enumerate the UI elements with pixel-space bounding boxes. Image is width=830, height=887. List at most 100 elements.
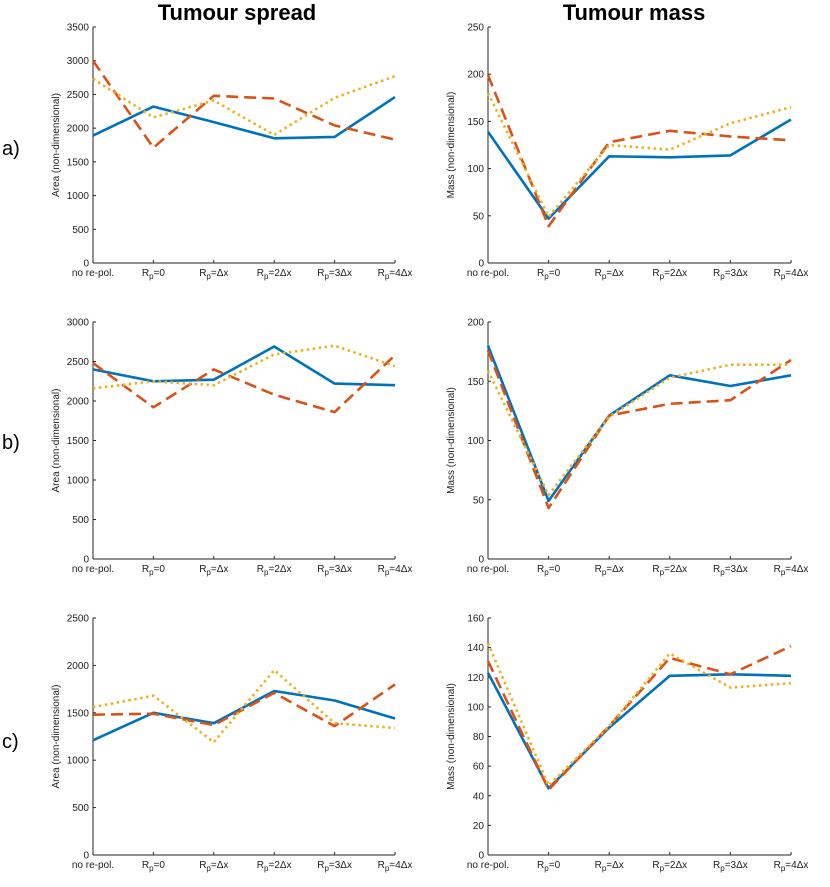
chart-a-mass-xtick-label: Rp=2Δx — [652, 268, 687, 281]
chart-b-spread-ytick-label: 3000 — [67, 318, 90, 329]
chart-b-spread-xtick-label: Rp=0 — [142, 564, 166, 577]
chart-c-mass-xtick-label: Rp=4Δx — [774, 860, 809, 873]
chart-c-mass-ytick-label: 0 — [478, 851, 484, 862]
chart-c-mass-xtick-label: Rp=0 — [537, 860, 561, 873]
chart-b-mass-ylabel: Mass (non-dimensional) — [446, 387, 457, 494]
chart-c-mass-xtick-label: Rp=Δx — [595, 860, 624, 873]
column-title-spread: Tumour spread — [157, 0, 317, 25]
column-title-mass: Tumour mass — [562, 0, 706, 25]
chart-c-mass-xtick-label: no re-pol. — [467, 860, 509, 871]
row-label-a: a) — [2, 138, 20, 160]
chart-a-spread-xtick-label: Rp=4Δx — [378, 268, 413, 281]
chart-b-spread-xtick-label: Rp=2Δx — [257, 564, 292, 577]
chart-a-spread-xtick-label: Rp=0 — [142, 268, 166, 281]
chart-a-spread-xtick-label: no re-pol. — [72, 268, 114, 279]
chart-a-mass-series-3-line — [486, 92, 792, 218]
chart-a-mass-xtick-label: Rp=4Δx — [774, 268, 809, 281]
chart-a-mass-xtick-label: no re-pol. — [467, 268, 509, 279]
chart-a-spread-series-1-line — [92, 96, 396, 140]
chart-b-spread-series-1-line — [92, 345, 396, 387]
chart-a-spread-ylabel: Area (non-dimensional) — [51, 93, 62, 197]
chart-c-mass-ytick-label: 40 — [473, 791, 485, 802]
chart-b-spread-xtick-label: Rp=4Δx — [378, 564, 413, 577]
chart-c-spread-ylabel: Area (non-dimensional) — [51, 685, 62, 789]
chart-a-spread-series-3-line — [92, 74, 396, 137]
chart-c-spread-ytick-label: 0 — [83, 851, 89, 862]
chart-a-spread-ytick-label: 500 — [72, 225, 89, 236]
chart-b-spread-ytick-label: 0 — [83, 555, 89, 566]
chart-b-spread-ylabel: Area (non-dimensional) — [51, 389, 62, 493]
chart-c-mass-ytick-label: 80 — [473, 732, 485, 743]
chart-a-mass-xtick-label: Rp=0 — [537, 268, 561, 281]
chart-c-spread-series-2-line — [92, 683, 396, 728]
chart-a-mass-ytick-label: 150 — [467, 117, 484, 128]
chart-a-spread-ytick-label: 0 — [83, 259, 89, 270]
chart-c-mass-ytick-label: 20 — [473, 821, 485, 832]
chart-c-spread-ytick-label: 2500 — [67, 614, 90, 625]
chart-a-spread-xtick-label: Rp=2Δx — [257, 268, 292, 281]
chart-b-mass-series-2-line — [486, 349, 792, 510]
chart-c-mass-ytick-label: 60 — [473, 762, 485, 773]
chart-c-spread-xtick-label: no re-pol. — [72, 860, 114, 871]
chart-b-mass-ytick-label: 50 — [473, 495, 485, 506]
chart-a-spread-ytick-label: 1500 — [67, 157, 90, 168]
chart-b-spread-xtick-label: no re-pol. — [72, 564, 114, 575]
chart-b-mass-ytick-label: 150 — [467, 377, 484, 388]
chart-a-mass-ytick-label: 250 — [467, 23, 484, 34]
chart-c-spread-xtick-label: Rp=Δx — [199, 860, 228, 873]
chart-a-mass-ytick-label: 200 — [467, 70, 484, 81]
chart-c-mass-series-2-line — [486, 644, 792, 792]
chart-c-spread-xtick-label: Rp=4Δx — [378, 860, 413, 873]
chart-a-spread-ytick-label: 2000 — [67, 124, 90, 135]
chart-b-spread-ytick-label: 500 — [72, 515, 89, 526]
chart-b-spread-xtick-label: Rp=Δx — [199, 564, 228, 577]
chart-b-mass-xtick-label: Rp=4Δx — [774, 564, 809, 577]
chart-b-mass-ytick-label: 100 — [467, 436, 484, 447]
chart-a-mass-ylabel: Mass (non-dimensional) — [446, 92, 457, 199]
chart-b-spread-ytick-label: 2000 — [67, 397, 90, 408]
chart-b-mass-ytick-label: 0 — [478, 555, 484, 566]
row-label-c: c) — [2, 731, 19, 753]
chart-c-spread-ytick-label: 500 — [72, 803, 89, 814]
chart-b-spread-series-2-line — [92, 354, 396, 414]
chart-c-spread-ytick-label: 1500 — [67, 708, 90, 719]
chart-a-mass-series-2-line — [486, 74, 792, 228]
chart-b-mass-series-1-line — [486, 345, 792, 503]
chart-a-mass-ytick-label: 0 — [478, 259, 484, 270]
chart-b-mass-xtick-label: Rp=2Δx — [652, 564, 687, 577]
chart-c-mass-series-3-line — [486, 642, 792, 787]
chart-b-mass-xtick-label: Rp=0 — [537, 564, 561, 577]
chart-b-spread-ytick-label: 2500 — [67, 357, 90, 368]
chart-a-spread-series-2-line — [91, 59, 396, 149]
chart-b-mass-ytick-label: 200 — [467, 318, 484, 329]
chart-c-mass-ylabel: Mass (non-dimensional) — [446, 683, 457, 790]
chart-c-spread-xtick-label: Rp=0 — [142, 860, 166, 873]
chart-c-spread-ytick-label: 2000 — [67, 661, 90, 672]
chart-a-mass-xtick-label: Rp=3Δx — [713, 268, 748, 281]
chart-b-spread-series-3-line — [92, 344, 396, 390]
chart-c-spread-xtick-label: Rp=2Δx — [257, 860, 292, 873]
chart-c-spread-xtick-label: Rp=3Δx — [317, 860, 352, 873]
chart-a-spread-ytick-label: 3500 — [67, 23, 90, 34]
chart-a-spread-xtick-label: Rp=Δx — [199, 268, 228, 281]
chart-b-spread-xtick-label: Rp=3Δx — [317, 564, 352, 577]
chart-a-mass-ytick-label: 100 — [467, 164, 484, 175]
chart-b-mass-series-3-line — [486, 363, 791, 497]
chart-a-spread-ytick-label: 1000 — [67, 191, 90, 202]
chart-a-mass-ytick-label: 50 — [473, 211, 485, 222]
chart-a-spread-xtick-label: Rp=3Δx — [317, 268, 352, 281]
chart-c-spread-series-1-line — [92, 689, 396, 742]
chart-c-mass-ytick-label: 100 — [467, 702, 484, 713]
chart-b-mass-xtick-label: no re-pol. — [467, 564, 509, 575]
chart-c-mass-ytick-label: 160 — [467, 614, 484, 625]
chart-a-spread-ytick-label: 2500 — [67, 90, 90, 101]
chart-a-mass-series-1-line — [486, 118, 792, 220]
chart-c-mass-ytick-label: 140 — [467, 643, 484, 654]
chart-b-spread-ytick-label: 1000 — [67, 476, 90, 487]
row-label-b: b) — [2, 432, 20, 454]
chart-b-mass-xtick-label: Rp=Δx — [595, 564, 624, 577]
chart-c-spread-ytick-label: 1000 — [67, 756, 90, 767]
chart-b-mass-xtick-label: Rp=3Δx — [713, 564, 748, 577]
chart-c-mass-xtick-label: Rp=3Δx — [713, 860, 748, 873]
